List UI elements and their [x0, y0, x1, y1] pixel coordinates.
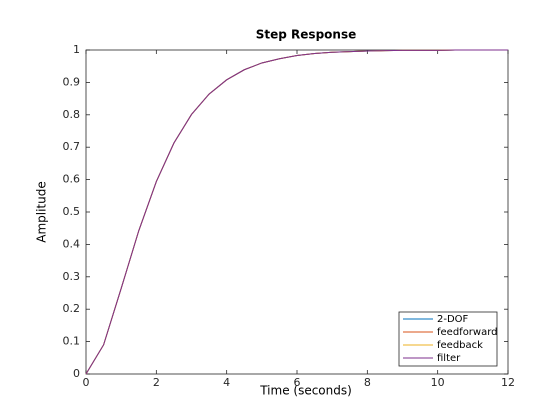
y-tick-label: 0.8 [63, 108, 81, 121]
y-tick-label: 0.1 [63, 335, 81, 348]
x-tick-label: 10 [431, 376, 445, 389]
x-tick-label: 0 [83, 376, 90, 389]
x-tick-label: 4 [223, 376, 230, 389]
y-tick-label: 0.2 [63, 302, 81, 315]
legend-label: feedforward [437, 327, 498, 338]
x-tick-label: 2 [153, 376, 160, 389]
y-tick-label: 0 [73, 367, 80, 380]
legend-label: 2-DOF [437, 314, 469, 325]
x-tick-label: 6 [294, 376, 301, 389]
series-line [85, 49, 508, 375]
y-tick-label: 0.6 [63, 173, 81, 186]
y-axis-label: Amplitude [35, 181, 49, 243]
legend-label: feedback [437, 340, 483, 351]
y-tick-label: 0.7 [63, 140, 81, 153]
y-tick-label: 1 [73, 43, 80, 56]
x-axis-label: Time (seconds) [259, 384, 352, 398]
x-tick-label: 12 [501, 376, 515, 389]
legend-label: filter [437, 353, 461, 364]
y-tick-label: 0.3 [63, 270, 81, 283]
y-tick-label: 0.9 [63, 75, 81, 88]
y-tick-label: 0.4 [63, 237, 81, 250]
y-tick-label: 0.5 [63, 205, 81, 218]
legend-box [398, 311, 498, 367]
x-tick-label: 8 [364, 376, 371, 389]
chart-title: Step Response [256, 28, 356, 42]
